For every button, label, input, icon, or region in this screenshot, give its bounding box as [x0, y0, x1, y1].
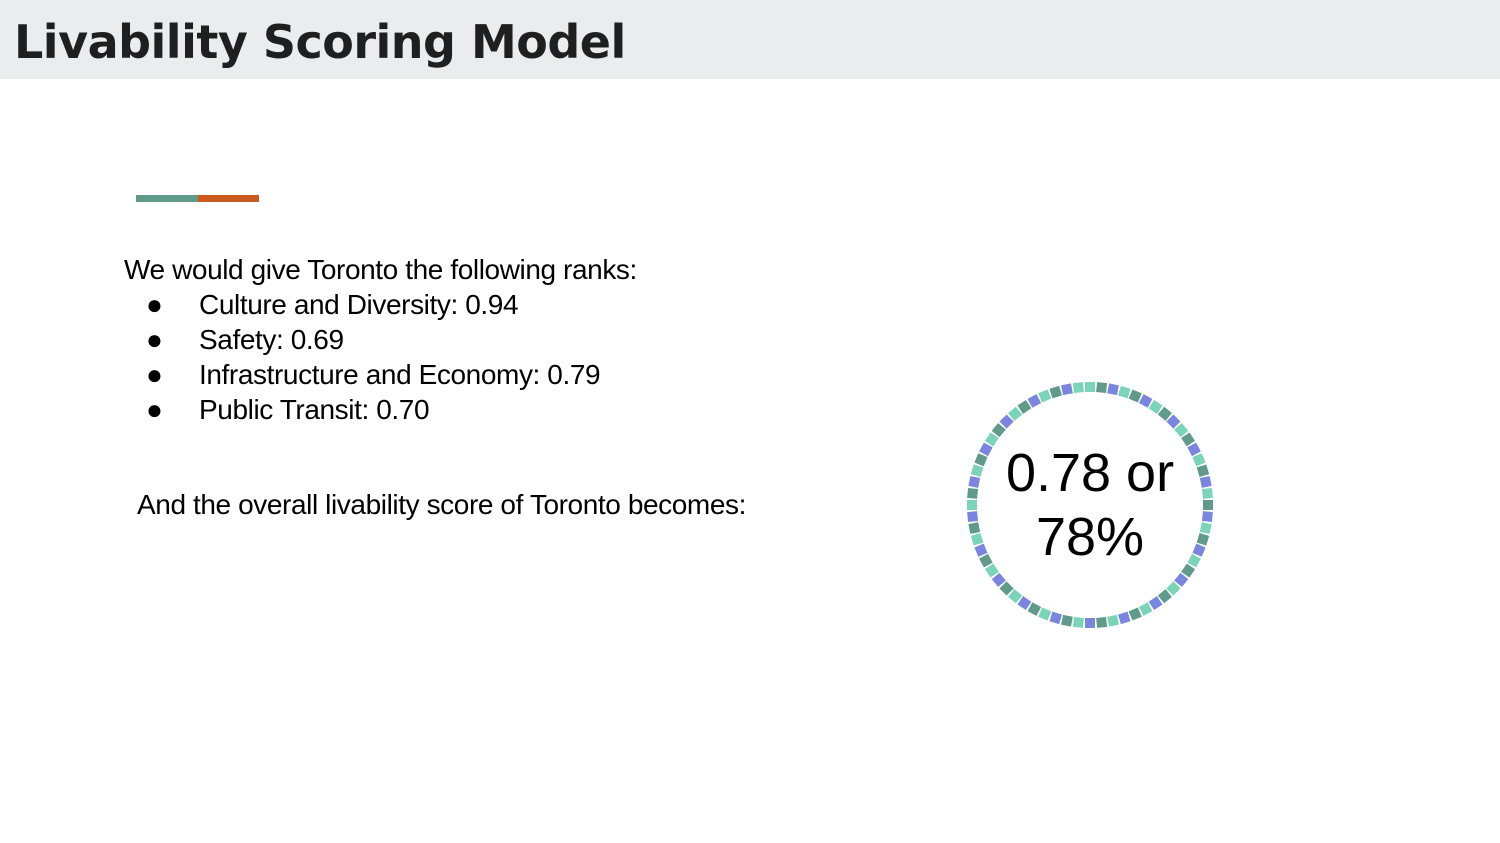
bullet-icon: ● — [146, 324, 163, 355]
ring-dash — [1061, 383, 1073, 396]
score-badge: 0.78 or 78% — [960, 375, 1220, 635]
rank-label: Public Transit: 0.70 — [199, 394, 430, 425]
ring-dash — [979, 553, 993, 568]
rank-label: Infrastructure and Economy: 0.79 — [199, 359, 601, 390]
intro-text: We would give Toronto the following rank… — [124, 254, 637, 285]
bullet-icon: ● — [146, 289, 163, 320]
ring-dash — [1192, 543, 1206, 557]
ring-dash — [1192, 453, 1206, 467]
rank-list: ● Culture and Diversity: 0.94 ● Safety: … — [124, 287, 637, 427]
ring-dash — [1148, 596, 1163, 611]
bullet-icon: ● — [146, 359, 163, 390]
ring-dash — [1085, 382, 1095, 392]
ring-dash — [991, 572, 1006, 587]
score-value: 0.78 or 78% — [960, 441, 1220, 569]
dashed-ring-icon — [967, 382, 1213, 628]
ring-dash — [1008, 589, 1023, 604]
conclusion-text: And the overall livability score of Toro… — [137, 489, 747, 520]
ring-dash — [967, 500, 977, 510]
ring-dash — [1157, 406, 1172, 421]
ring-dash — [974, 543, 988, 557]
ring-dash — [1196, 464, 1210, 477]
ring-dash — [979, 442, 993, 457]
ring-dash — [1107, 614, 1119, 627]
score-line-2: 78% — [1035, 507, 1145, 567]
ring-dash — [1118, 385, 1131, 399]
ring-dash — [1201, 487, 1213, 499]
ring-dash — [967, 487, 979, 499]
rank-section: We would give Toronto the following rank… — [124, 252, 637, 427]
ring-dash — [968, 476, 981, 488]
score-line-1: 0.78 or — [1005, 443, 1175, 503]
ring-dash — [1118, 611, 1131, 625]
ring-dash — [1107, 383, 1119, 396]
ring-dash — [970, 464, 984, 477]
list-item: ● Culture and Diversity: 0.94 — [124, 287, 637, 322]
ring-dash — [1187, 442, 1201, 457]
rank-label: Culture and Diversity: 0.94 — [199, 289, 519, 320]
ring-dash — [1049, 385, 1062, 399]
list-item: ● Public Transit: 0.70 — [124, 392, 637, 427]
ring-dash — [1049, 611, 1062, 625]
ring-dash — [1096, 382, 1108, 394]
slide-title: Livability Scoring Model — [14, 15, 626, 69]
list-item: ● Safety: 0.69 — [124, 322, 637, 357]
ring-dash — [1027, 602, 1042, 616]
ring-dash — [1128, 389, 1142, 403]
ring-dash — [1138, 602, 1153, 616]
ring-dash — [1128, 607, 1142, 621]
ring-dash — [1072, 382, 1084, 394]
ring-dash — [991, 423, 1006, 438]
ring-dash — [1017, 399, 1032, 414]
ring-dash — [1187, 553, 1201, 568]
ring-dash — [1096, 616, 1108, 628]
ring-dash — [1181, 563, 1196, 578]
bullet-icon: ● — [146, 394, 163, 425]
ring-dash — [1181, 432, 1196, 447]
ring-dash — [1199, 522, 1212, 534]
ring-dash — [1061, 614, 1073, 627]
ring-dash — [984, 432, 999, 447]
ring-dash — [1174, 423, 1189, 438]
title-bar: Livability Scoring Model — [0, 0, 1500, 79]
ring-dash — [1085, 618, 1095, 628]
ring-dash — [1027, 394, 1042, 408]
ring-dash — [1174, 572, 1189, 587]
ring-dash — [970, 533, 984, 546]
ring-dash — [1201, 511, 1213, 523]
rank-label: Safety: 0.69 — [199, 324, 344, 355]
ring-dash — [1038, 389, 1052, 403]
list-item: ● Infrastructure and Economy: 0.79 — [124, 357, 637, 392]
ring-dash — [984, 563, 999, 578]
accent-line-teal — [136, 195, 198, 202]
ring-dash — [1038, 607, 1052, 621]
ring-dash — [1072, 616, 1084, 628]
ring-dash — [1138, 394, 1153, 408]
ring-dash — [999, 581, 1014, 596]
ring-dash — [1017, 596, 1032, 611]
ring-dash — [974, 453, 988, 467]
ring-dash — [1199, 476, 1212, 488]
ring-dash — [1157, 589, 1172, 604]
accent-line-orange — [198, 195, 259, 202]
ring-dash — [1148, 399, 1163, 414]
ring-dash — [1196, 533, 1210, 546]
ring-dash — [967, 511, 979, 523]
ring-dash — [968, 522, 981, 534]
ring-dash — [1203, 500, 1213, 510]
ring-dash — [1008, 406, 1023, 421]
